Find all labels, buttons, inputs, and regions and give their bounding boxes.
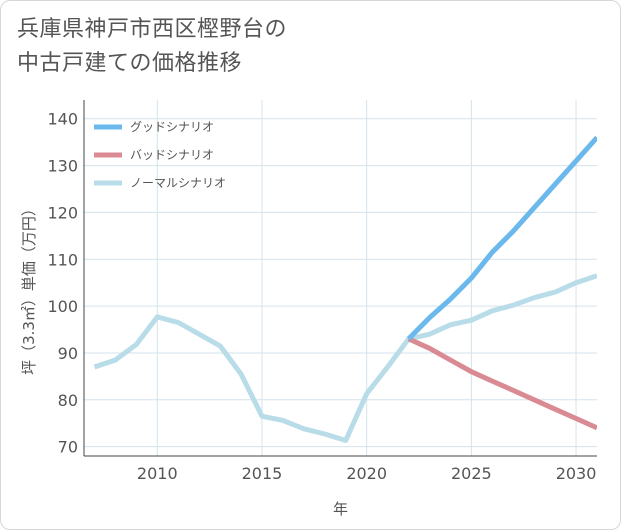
x-tick-label: 2025 (451, 464, 492, 483)
series-lines (93, 135, 597, 443)
x-tick-label: 2030 (556, 464, 597, 483)
tick-labels: 70 80 90 100 110 120 130 140 2010 2015 2020 2025 203… (47, 110, 596, 483)
legend-label-1: バッドシナリオ (130, 148, 214, 162)
x-tick-label: 2015 (242, 464, 283, 483)
y-tick-label: 90 (58, 344, 78, 363)
y-tick-label: 120 (47, 203, 78, 222)
y-tick-label: 130 (47, 157, 78, 176)
plot-frame (83, 100, 597, 457)
series-line-0 (406, 135, 597, 341)
x-tick-label: 2010 (137, 464, 178, 483)
page-title: 兵庫県神戸市西区樫野台の 中古戸建ての価格推移 (17, 13, 577, 81)
y-tick-label: 80 (58, 391, 78, 410)
y-tick-label: 100 (47, 297, 78, 316)
legend-label-2: ノーマルシナリオ (130, 176, 226, 190)
x-tick-label: 2020 (346, 464, 387, 483)
series-line-1 (407, 336, 597, 431)
series-line-2 (93, 273, 597, 443)
y-tick-label: 140 (47, 110, 78, 129)
y-tick-label: 70 (58, 438, 78, 457)
y-tick-label: 110 (47, 250, 78, 269)
x-axis-label: 年 (333, 500, 348, 518)
legend-label-0: グッドシナリオ (130, 120, 214, 134)
page-title-line1: 兵庫県神戸市西区樫野台の (17, 17, 288, 42)
y-axis-label: 坪（3.3㎡）単価（万円） (20, 201, 38, 375)
page-title-line2: 中古戸建ての価格推移 (17, 51, 243, 76)
